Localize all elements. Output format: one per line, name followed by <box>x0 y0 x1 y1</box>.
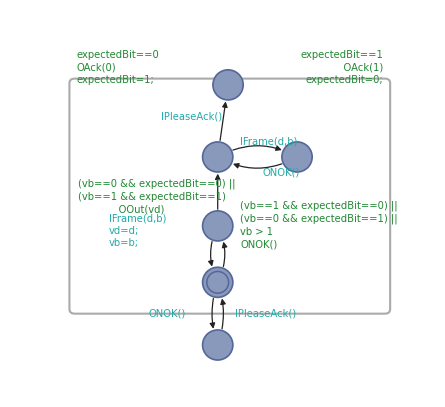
Ellipse shape <box>202 142 233 172</box>
Ellipse shape <box>202 267 233 298</box>
Ellipse shape <box>213 70 243 100</box>
Ellipse shape <box>202 211 233 241</box>
Text: IPleaseAck(): IPleaseAck() <box>235 309 296 319</box>
Text: (vb==1 && expectedBit==0) ||
(vb==0 && expectedBit==1) ||
vb > 1
ONOK(): (vb==1 && expectedBit==0) || (vb==0 && e… <box>240 201 398 249</box>
Ellipse shape <box>202 330 233 360</box>
FancyBboxPatch shape <box>69 79 390 314</box>
Text: IFrame(d,b)
vd=d;
vb=b;: IFrame(d,b) vd=d; vb=b; <box>109 213 166 248</box>
Text: expectedBit==0
OAck(0)
expectedBit=1;: expectedBit==0 OAck(0) expectedBit=1; <box>77 50 159 85</box>
Text: (vb==0 && expectedBit==0) ||
(vb==1 && expectedBit==1)
             OOut(vd): (vb==0 && expectedBit==0) || (vb==1 && e… <box>78 179 235 214</box>
Text: expectedBit==1
    OAck(1)
expectedBit=0;: expectedBit==1 OAck(1) expectedBit=0; <box>300 50 383 85</box>
Text: ONOK(): ONOK() <box>263 168 300 177</box>
Text: IFrame(d,b): IFrame(d,b) <box>240 136 298 146</box>
Text: ONOK(): ONOK() <box>149 309 186 319</box>
Ellipse shape <box>282 142 312 172</box>
Text: IPleaseAck(): IPleaseAck() <box>161 111 222 121</box>
